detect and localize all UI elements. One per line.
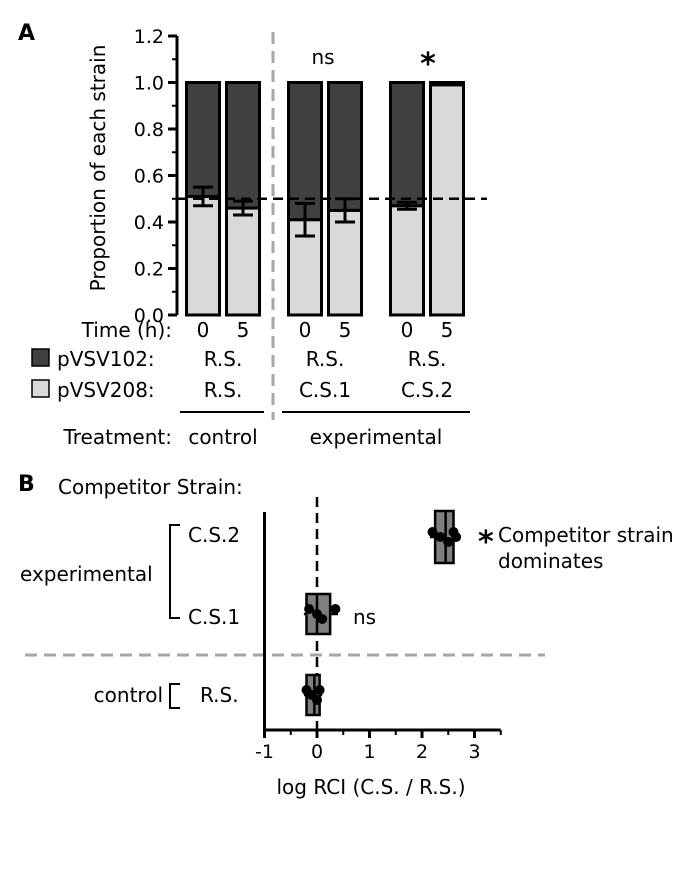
data-point: [427, 527, 438, 537]
panel-b-x-tick-label: 1: [363, 741, 375, 763]
data-point: [435, 532, 446, 542]
time-label-1: 0: [197, 318, 210, 342]
group-3-dark-strain: R.S.: [408, 347, 447, 371]
row-label-cs2: C.S.2: [188, 523, 240, 547]
control-bracket: [169, 683, 180, 709]
time-label-6: 5: [441, 318, 454, 342]
panel-b-x-tick-label: -1: [255, 741, 274, 763]
panel-a-letter: A: [18, 21, 35, 46]
panel-b-x-tick-label: 2: [416, 741, 428, 763]
group-2-dark-strain: R.S.: [306, 347, 345, 371]
group-2-light-strain: C.S.1: [299, 378, 351, 402]
group-3-light-strain: C.S.2: [401, 378, 453, 402]
row-label-cs1: C.S.1: [188, 605, 240, 629]
pvsv208-row-label: pVSV208:: [57, 378, 155, 402]
treatment-experimental-label: experimental: [310, 425, 443, 449]
panel-b-annotation-star: *: [478, 525, 494, 560]
panel-b-title: Competitor Strain:: [58, 475, 243, 499]
data-point: [304, 604, 315, 614]
panel-b-x-axis-label: log RCI (C.S. / R.S.): [277, 775, 466, 799]
bar-pvsv102: [185, 81, 221, 198]
data-point: [317, 614, 328, 624]
panel-b-x-tick-label: 0: [311, 741, 323, 763]
group-control-label: control: [94, 683, 163, 707]
treatment-control-label: control: [188, 425, 257, 449]
pvsv102-row-label: pVSV102:: [57, 347, 155, 371]
time-label-4: 5: [339, 318, 352, 342]
panel-b-plot: -1 0 1 2 3: [255, 497, 502, 763]
bar-pvsv102: [429, 81, 465, 87]
panel-a-y-axis-label: Proportion of each strain: [86, 45, 110, 292]
data-point: [451, 532, 462, 542]
data-point: [443, 537, 454, 547]
row-label-rs: R.S.: [200, 683, 239, 707]
panel-a-y-tick-label: 0.4: [134, 212, 164, 234]
panel-a-y-tick-label: 0.2: [134, 259, 164, 281]
panel-a-y-tick-label: 1.0: [134, 73, 164, 95]
time-label-5: 0: [401, 318, 414, 342]
group-1-light-strain: R.S.: [204, 378, 243, 402]
data-point: [330, 604, 341, 614]
time-row-label: Time (h):: [81, 318, 172, 342]
bar-pvsv102: [389, 81, 425, 208]
bar-pvsv208: [389, 204, 425, 317]
pvsv208-swatch: [31, 379, 50, 398]
experimental-bracket: [169, 524, 180, 619]
panel-a-y-tick-label: 1.2: [134, 26, 164, 48]
panel-a-y-axis: 0.0 0.2 0.4 0.6 0.8 1.0 1.2: [134, 26, 179, 327]
bar-pvsv102: [225, 81, 261, 210]
bar-pvsv208: [185, 194, 221, 317]
panel-a-bars: [177, 81, 487, 317]
data-point: [314, 685, 325, 695]
time-label-3: 0: [299, 318, 312, 342]
bar-pvsv208: [225, 206, 261, 317]
time-label-2: 5: [237, 318, 250, 342]
panel-a-annotation-star: *: [420, 47, 436, 82]
panel-b-x-tick-label: 3: [468, 741, 480, 763]
group-experimental-label: experimental: [20, 562, 153, 586]
treatment-row-label: Treatment:: [62, 425, 172, 449]
bar-pvsv208: [327, 208, 363, 317]
panel-b-annotation-line-2: dominates: [498, 549, 603, 573]
panel-a-y-tick-label: 0.8: [134, 119, 164, 141]
panel-b-letter: B: [18, 472, 35, 497]
bar-pvsv102: [327, 81, 363, 212]
panel-a-annotation-ns: ns: [311, 45, 334, 69]
panel-b-annotation-ns: ns: [353, 605, 376, 629]
panel-b-annotation-line-1: Competitor strain: [498, 523, 674, 547]
data-point: [312, 695, 322, 705]
group-1-dark-strain: R.S.: [204, 347, 243, 371]
pvsv102-swatch: [31, 348, 50, 367]
panel-a-y-tick-label: 0.0: [134, 305, 164, 327]
panel-a-y-tick-label: 0.6: [134, 166, 164, 188]
